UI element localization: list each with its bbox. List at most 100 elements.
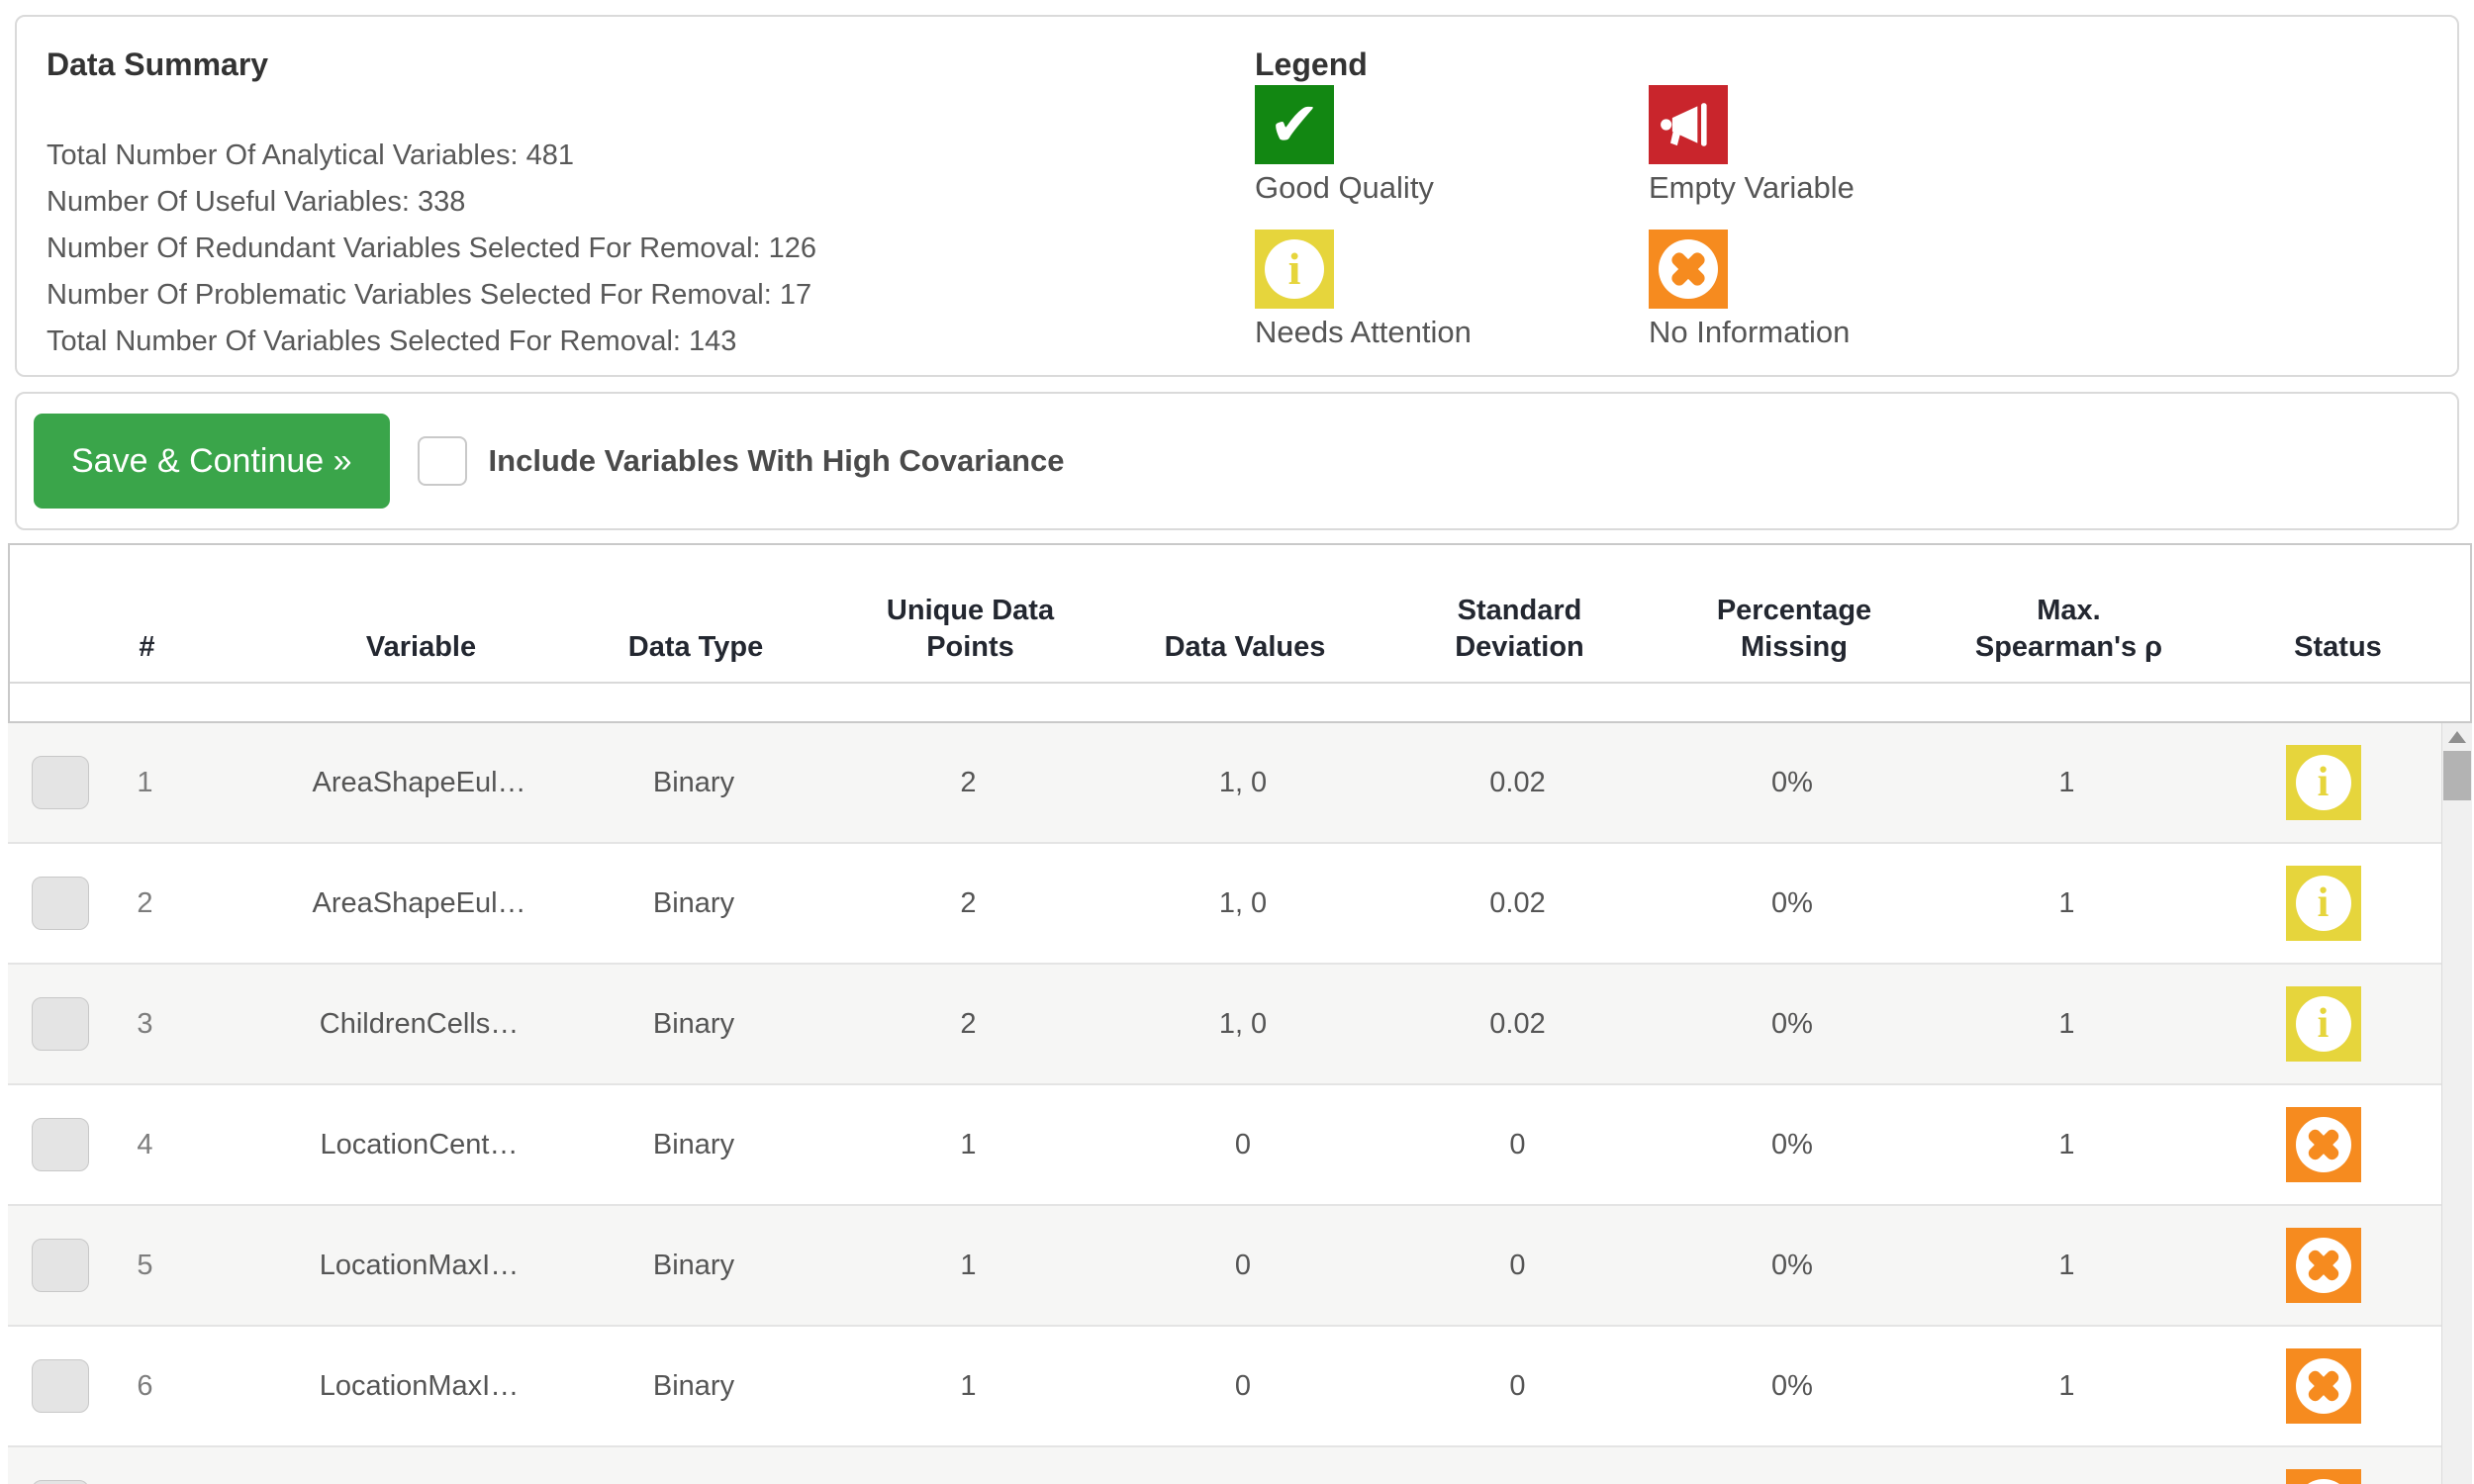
- column-header-max-spearman: Max. Spearman's ρ: [1974, 595, 2163, 663]
- status-icon: [2285, 1228, 2361, 1303]
- cell-data-type: Binary: [652, 1369, 735, 1402]
- summary-line-total-analytical: Total Number Of Analytical Variables: 48…: [47, 139, 575, 171]
- cell-standard-deviation: 0.02: [1489, 1007, 1546, 1040]
- status-icon: [2285, 1348, 2361, 1424]
- legend-title: Legend: [1255, 46, 1368, 82]
- cell-data-values: 0: [1234, 1369, 1252, 1402]
- cell-variable: AreaShapeEul…: [312, 766, 526, 798]
- legend-item-needs-attention: i Needs Attention: [1255, 230, 1649, 350]
- column-header-standard-deviation: Standard Deviation: [1455, 595, 1584, 663]
- column-header-status: Status: [2294, 631, 2382, 663]
- table-row[interactable]: 4 LocationCent… Binary 1 0 0 0% 1: [8, 1085, 2442, 1206]
- row-checkbox[interactable]: [32, 877, 89, 930]
- actions-panel: Save & Continue » Include Variables With…: [15, 392, 2459, 530]
- row-number: 2: [137, 886, 153, 919]
- cell-standard-deviation: 0: [1509, 1369, 1526, 1402]
- row-number: 3: [137, 1007, 153, 1040]
- column-header-data-type: Data Type: [627, 631, 764, 663]
- table-scrollbar[interactable]: [2441, 723, 2472, 1484]
- row-number: 4: [137, 1128, 153, 1160]
- table-row[interactable]: 3 ChildrenCells… Binary 2 1, 0 0.02 0% 1: [8, 965, 2442, 1085]
- cell-percentage-missing: 0%: [1771, 1249, 1813, 1281]
- table-row[interactable]: 1 AreaShapeEul… Binary 2 1, 0 0.02 0% 1: [8, 723, 2442, 844]
- scroll-up-icon[interactable]: [2448, 731, 2466, 743]
- megaphone-icon: [1649, 85, 1728, 164]
- legend-item-no-information: No Information: [1649, 230, 2427, 350]
- table-filter-spacer-row: [10, 684, 2470, 721]
- cell-unique-data-points: 1: [960, 1249, 977, 1281]
- include-covariance-checkbox[interactable]: [417, 436, 467, 486]
- table-row[interactable]: [8, 1447, 2442, 1484]
- row-checkbox[interactable]: [32, 1359, 89, 1413]
- cell-max-spearman: 1: [2058, 1369, 2075, 1402]
- row-number: 5: [137, 1249, 153, 1281]
- status-icon: [2285, 1469, 2361, 1484]
- cell-max-spearman: 1: [2058, 766, 2075, 798]
- cell-percentage-missing: 0%: [1771, 1369, 1813, 1402]
- status-icon: [2285, 1107, 2361, 1182]
- cell-data-values: 1, 0: [1218, 1007, 1268, 1040]
- legend-label: Good Quality: [1255, 170, 1434, 205]
- cell-unique-data-points: 2: [960, 886, 977, 919]
- cell-standard-deviation: 0.02: [1489, 766, 1546, 798]
- cell-max-spearman: 1: [2058, 1007, 2075, 1040]
- legend-item-good-quality: ✔ Good Quality: [1255, 85, 1649, 206]
- row-number: 6: [137, 1369, 153, 1402]
- cell-variable: LocationCent…: [320, 1128, 519, 1160]
- cell-variable: LocationMaxI…: [319, 1369, 520, 1402]
- cell-unique-data-points: 2: [960, 1007, 977, 1040]
- cell-variable: LocationMaxI…: [319, 1249, 520, 1281]
- status-icon: [2285, 745, 2361, 820]
- status-icon: [2285, 986, 2361, 1062]
- row-checkbox[interactable]: [32, 756, 89, 809]
- cell-data-type: Binary: [652, 1249, 735, 1281]
- check-icon: ✔: [1255, 85, 1334, 164]
- cell-percentage-missing: 0%: [1771, 886, 1813, 919]
- cell-unique-data-points: 1: [960, 1369, 977, 1402]
- scrollbar-thumb[interactable]: [2443, 751, 2471, 800]
- table-row[interactable]: 6 LocationMaxI… Binary 1 0 0 0% 1: [8, 1327, 2442, 1447]
- legend-section: Legend ✔ Good Quality Empty Variable: [1255, 41, 2427, 351]
- column-header-percentage-missing: Percentage Missing: [1716, 595, 1872, 663]
- cell-data-values: 1, 0: [1218, 886, 1268, 919]
- table-rows: 1 AreaShapeEul… Binary 2 1, 0 0.02 0% 1 …: [8, 723, 2442, 1484]
- cell-data-type: Binary: [652, 1007, 735, 1040]
- cross-icon: [1649, 230, 1728, 309]
- cell-data-values: 0: [1234, 1128, 1252, 1160]
- row-checkbox[interactable]: [32, 1118, 89, 1171]
- legend-label: Empty Variable: [1649, 170, 1855, 205]
- legend-grid: ✔ Good Quality Empty Variable i: [1255, 85, 2427, 350]
- table-body: 1 AreaShapeEul… Binary 2 1, 0 0.02 0% 1 …: [8, 723, 2472, 1484]
- row-checkbox[interactable]: [32, 997, 89, 1051]
- summary-line-problematic: Number Of Problematic Variables Selected…: [47, 279, 812, 311]
- cell-variable: ChildrenCells…: [319, 1007, 520, 1040]
- save-continue-button[interactable]: Save & Continue »: [34, 414, 390, 509]
- summary-line-redundant: Number Of Redundant Variables Selected F…: [47, 232, 817, 264]
- status-icon: [2285, 866, 2361, 941]
- row-number: 1: [137, 766, 153, 798]
- column-header-number: #: [139, 631, 155, 663]
- cell-data-type: Binary: [652, 766, 735, 798]
- column-header-unique-data-points: Unique Data Points: [886, 595, 1055, 663]
- variables-table: # Variable Data Type Unique Data Points …: [8, 543, 2472, 1484]
- data-summary-title: Data Summary: [47, 46, 269, 82]
- data-summary-section: Data Summary Total Number Of Analytical …: [47, 41, 1255, 357]
- column-header-variable: Variable: [365, 631, 477, 663]
- cell-standard-deviation: 0: [1509, 1249, 1526, 1281]
- row-checkbox[interactable]: [32, 1480, 89, 1484]
- cell-percentage-missing: 0%: [1771, 1128, 1813, 1160]
- table-header: # Variable Data Type Unique Data Points …: [8, 543, 2472, 723]
- table-row[interactable]: 2 AreaShapeEul… Binary 2 1, 0 0.02 0% 1: [8, 844, 2442, 965]
- summary-line-total-removal: Total Number Of Variables Selected For R…: [47, 325, 737, 357]
- cell-variable: AreaShapeEul…: [312, 886, 526, 919]
- summary-line-useful: Number Of Useful Variables: 338: [47, 186, 466, 218]
- cell-standard-deviation: 0.02: [1489, 886, 1546, 919]
- cell-max-spearman: 1: [2058, 1128, 2075, 1160]
- cell-data-values: 0: [1234, 1249, 1252, 1281]
- cell-unique-data-points: 2: [960, 766, 977, 798]
- cell-standard-deviation: 0: [1509, 1128, 1526, 1160]
- column-header-data-values: Data Values: [1164, 631, 1326, 663]
- row-checkbox[interactable]: [32, 1239, 89, 1292]
- table-row[interactable]: 5 LocationMaxI… Binary 1 0 0 0% 1: [8, 1206, 2442, 1327]
- cell-data-type: Binary: [652, 1128, 735, 1160]
